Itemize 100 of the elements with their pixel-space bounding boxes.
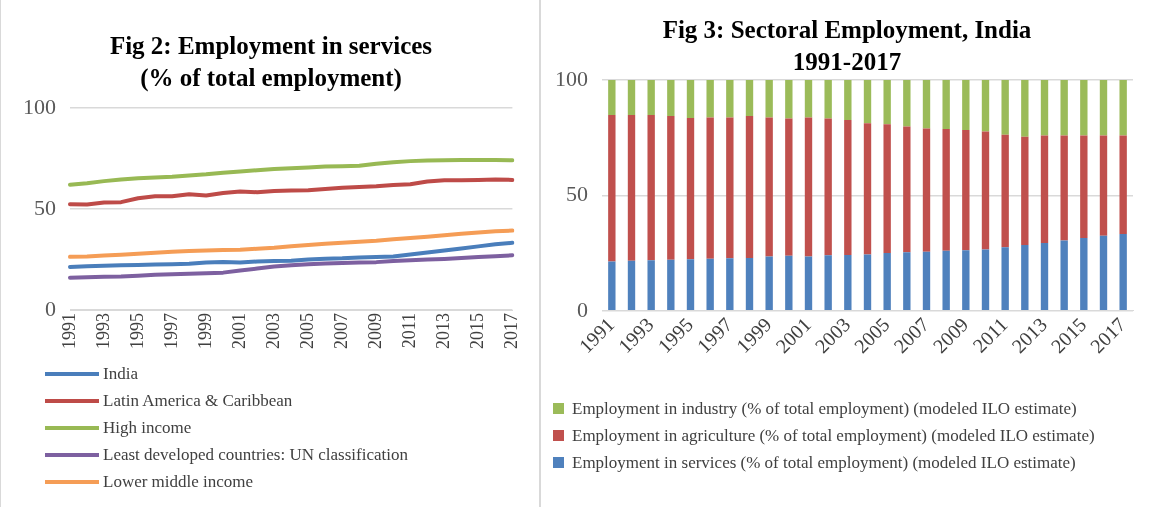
bar [1001, 247, 1009, 310]
x-tick-label: 2015 [467, 313, 488, 349]
bar [745, 80, 754, 116]
bar [844, 254, 852, 310]
bar [647, 115, 655, 261]
bar [1060, 135, 1068, 241]
bar [922, 128, 931, 252]
legend-label: Employment in agriculture (% of total employment) (modeled ILO estimate) [572, 425, 1095, 447]
bar [981, 80, 990, 132]
bar [1001, 134, 1009, 248]
bar [706, 117, 714, 259]
bar [1119, 135, 1127, 234]
bar [1119, 233, 1127, 310]
bar [804, 117, 813, 257]
bar [608, 80, 616, 116]
bar [824, 255, 832, 310]
x-tick-label: 2017 [501, 313, 522, 349]
x-tick-label: 1999 [194, 313, 215, 349]
y-tick-label: 50 [566, 181, 588, 207]
legend-label: Employment in services (% of total employment) (modeled ILO estimate) [572, 452, 1076, 474]
bar [883, 80, 891, 125]
x-tick-label: 2005 [296, 313, 317, 349]
bar [883, 124, 891, 254]
x-tick-label: 1999 [731, 313, 776, 358]
bar [726, 117, 734, 259]
legend-label: High income [103, 417, 192, 439]
bar [745, 116, 754, 258]
bar [863, 80, 872, 124]
bar [981, 249, 990, 310]
bar [726, 80, 734, 118]
y-tick-label: 50 [34, 194, 56, 220]
bar [1001, 80, 1009, 135]
bar [785, 118, 793, 256]
x-tick-label: 1995 [126, 313, 147, 349]
bar [608, 115, 616, 262]
bar [686, 118, 695, 260]
bar [726, 258, 734, 310]
x-tick-label: 2011 [399, 313, 420, 349]
bar [1099, 235, 1108, 310]
bar [667, 80, 675, 116]
bar [765, 256, 773, 310]
bar [647, 80, 655, 116]
bar [1021, 80, 1029, 137]
bar [804, 80, 813, 118]
x-tick-label: 1991 [58, 313, 79, 349]
bar [1021, 244, 1029, 310]
bar [1040, 135, 1049, 243]
x-tick-label: 2001 [228, 313, 249, 349]
bar [903, 126, 911, 253]
legend-label: Least developed countries: UN classification [103, 444, 408, 466]
bar [922, 80, 931, 129]
bar [1099, 135, 1108, 236]
bar [686, 80, 695, 119]
bar [942, 250, 950, 310]
bar [647, 260, 655, 310]
bar [706, 258, 714, 310]
bar [1060, 80, 1068, 136]
chart-title: Fig 2: Employment in services (% of total employment) [108, 31, 434, 94]
y-tick-label: 100 [555, 65, 588, 91]
bar [903, 252, 911, 310]
bar [922, 251, 931, 310]
bar [863, 123, 872, 255]
bar [667, 259, 675, 310]
bar [1080, 238, 1088, 310]
bar [962, 130, 970, 251]
x-tick-label: 1997 [160, 313, 181, 349]
y-tick-label: 0 [45, 295, 56, 321]
bar [785, 80, 793, 119]
bar [981, 131, 990, 250]
bar [824, 118, 832, 256]
bar [667, 116, 675, 260]
x-tick-label: 2013 [433, 313, 454, 349]
bar [1021, 136, 1029, 245]
bar [1080, 80, 1088, 136]
bar [824, 80, 832, 119]
x-tick-label: 2007 [330, 313, 351, 349]
bar [627, 260, 636, 310]
bar [1099, 80, 1108, 136]
bar [962, 80, 970, 131]
bar [627, 115, 636, 261]
bar [942, 128, 950, 251]
legend-label: Employment in industry (% of total employment) (modeled ILO estimate) [572, 398, 1077, 420]
bar [745, 257, 754, 310]
y-tick-label: 100 [23, 93, 56, 119]
legend-label: India [103, 363, 138, 385]
bar [962, 250, 970, 310]
x-tick-label: 2011 [968, 313, 1012, 357]
bar [844, 80, 852, 120]
bar [706, 80, 714, 118]
bar [1040, 242, 1049, 310]
bar [844, 119, 852, 255]
bar [1119, 80, 1127, 136]
bar [804, 256, 813, 310]
bar [627, 80, 636, 116]
bar [686, 259, 695, 310]
x-tick-label: 2003 [262, 313, 283, 349]
bar [785, 255, 793, 310]
bar [1080, 135, 1088, 239]
bar [1040, 80, 1049, 136]
bar [883, 253, 891, 310]
